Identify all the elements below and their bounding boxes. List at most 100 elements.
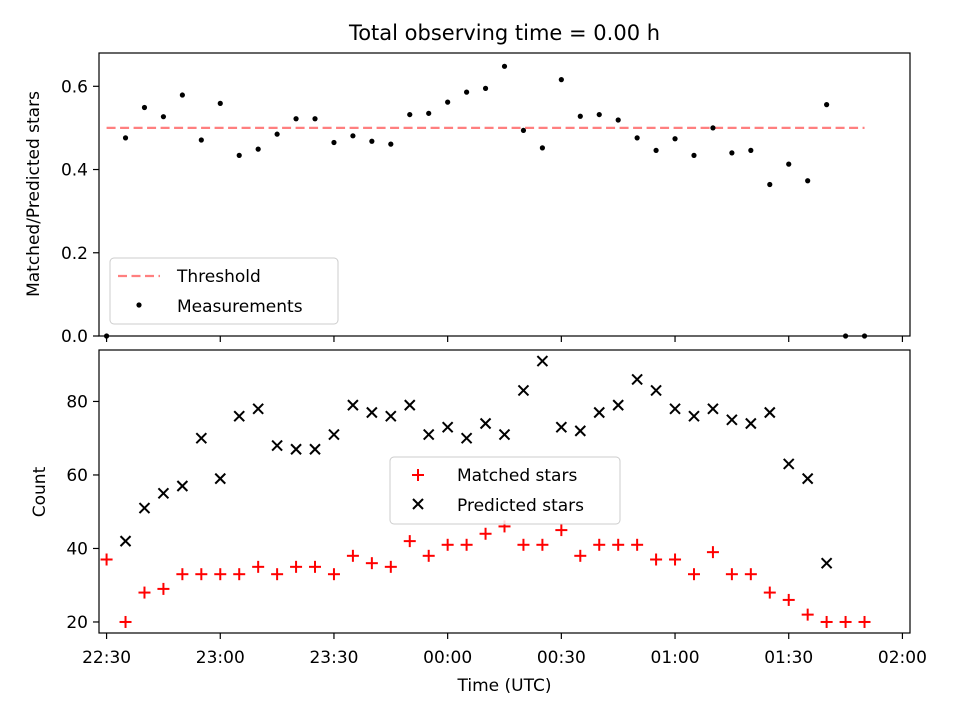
matched-point [858,615,871,628]
x-stroke [214,472,226,485]
predicted-series [119,355,833,569]
predicted-point [195,432,208,444]
matched-point [271,568,284,581]
matched-point [195,568,208,581]
x-stroke [688,410,700,422]
legend-label: Matched stars [457,466,577,486]
legend-label: Predicted stars [457,496,584,516]
measurement-point [786,161,792,167]
x-stroke [366,406,378,419]
predicted-point [631,373,643,386]
measurement-point [122,135,129,141]
measurement-point [729,150,735,156]
matched-point [119,615,132,628]
measurement-point [558,77,564,83]
x-stroke [669,403,681,415]
matched-point [612,538,625,551]
count-panel: Count Time (UTC) 20 40 60 80 22:30 23:00 23:3… [30,349,927,696]
x-stroke [726,414,738,426]
matched-point [365,557,378,570]
x-stroke [707,403,719,415]
matched-point [631,538,644,551]
measurement-point [445,99,451,105]
measurement-point [217,100,223,106]
predicted-point [385,410,397,422]
matched-point [687,568,700,581]
x-tick-label: 22:30 [82,648,131,668]
chart-title: Total observing time = 0.00 h [348,21,660,45]
measurement-point [198,137,204,143]
predicted-point [441,421,454,433]
measurement-point [710,125,716,131]
predicted-point [366,406,378,419]
x-stroke [404,399,416,411]
x-stroke [138,502,151,514]
measurement-point [634,135,640,141]
matched-point [782,593,795,606]
predicted-point [498,428,511,441]
measurement-point [426,110,432,116]
predicted-point [764,406,776,419]
x-stroke [271,439,283,452]
measurement-point [274,131,280,137]
predicted-point [574,425,587,437]
predicted-point [536,355,549,367]
x-stroke [460,432,473,444]
x-stroke [745,417,757,430]
measurement-point [464,89,470,95]
legend-box [109,257,339,325]
x-stroke [385,410,397,422]
predicted-point [328,428,340,441]
matched-point [725,568,738,581]
predicted-point [820,557,833,569]
matched-point [138,586,151,599]
y-tick-label: 60 [66,466,88,486]
x-stroke [119,535,132,547]
matched-point [460,538,473,551]
measurement-point [596,111,602,118]
measurement-point [520,127,527,134]
measurement-point [653,147,659,153]
legend-box [389,456,621,525]
x-stroke [157,487,170,500]
matched-point [820,615,833,628]
predicted-point [688,410,700,422]
predicted-point [745,417,757,430]
x-ticks [105,336,904,342]
matched-point [346,549,359,562]
predicted-point [460,432,473,444]
predicted-point [801,472,814,485]
measurement-point [501,63,508,69]
matched-point [517,538,530,551]
matched-point [327,568,340,581]
matched-point [479,527,492,540]
y-axis-label: Matched/Predicted stars [24,91,44,297]
matched-point [839,615,852,628]
x-tick-label: 23:30 [309,648,358,668]
predicted-point [233,410,245,422]
x-ticks: 22:30 23:00 23:30 00:00 00:30 01:00 01:30 02:00 [82,633,927,668]
x-stroke [650,384,662,397]
x-stroke [290,443,302,455]
y-tick-label: 0.2 [61,244,88,264]
x-tick-label: 01:30 [764,648,813,668]
measurement-point [350,133,356,139]
predicted-point [555,421,568,433]
predicted-point [176,480,189,492]
matched-series [100,520,871,628]
x-axis-label: Time (UTC) [457,676,552,696]
x-stroke [593,406,605,419]
predicted-point [783,458,795,470]
measurement-point [407,111,413,118]
legend-label: Measurements [177,297,303,317]
x-stroke [612,399,624,411]
matched-point [574,549,587,562]
matched-point [650,553,663,566]
predicted-point [271,439,283,452]
predicted-point [214,472,226,485]
matched-point [441,538,454,551]
matched-point [403,535,416,548]
legend-matched-swatch [412,469,424,481]
predicted-point [138,502,151,514]
x-stroke [801,472,814,485]
